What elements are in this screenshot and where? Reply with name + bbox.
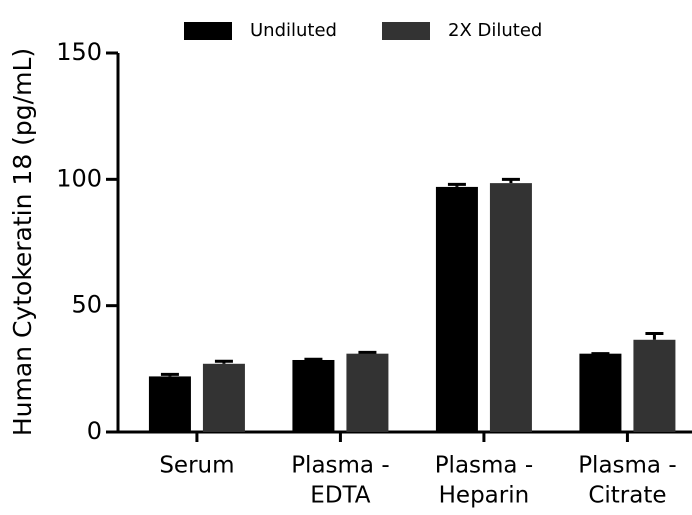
bar	[346, 353, 389, 432]
bar	[633, 339, 676, 432]
bar	[148, 376, 191, 432]
bar	[579, 353, 622, 432]
bar	[202, 363, 245, 432]
legend-swatch	[382, 22, 430, 40]
y-tick-label: 100	[56, 164, 102, 192]
error-bar	[358, 350, 377, 354]
x-tick-label: Serum	[159, 453, 234, 479]
legend-label: 2X Diluted	[448, 20, 542, 41]
x-tick-label: Plasma -	[435, 453, 533, 479]
x-tick-label: EDTA	[310, 483, 371, 509]
x-tick-label: Plasma -	[291, 453, 389, 479]
legend-swatch	[184, 22, 232, 40]
bar	[292, 359, 335, 432]
error-bar	[214, 359, 233, 364]
bar	[489, 183, 532, 432]
x-tick-label: Heparin	[439, 483, 530, 509]
error-bar	[447, 182, 466, 187]
y-tick-label: 0	[87, 417, 102, 445]
y-axis-label: Human Cytokeratin 18 (pg/mL)	[8, 48, 37, 436]
error-bar	[501, 177, 520, 184]
legend-label: Undiluted	[250, 20, 337, 41]
error-bar	[160, 372, 179, 377]
x-tick-label: Plasma -	[578, 453, 676, 479]
error-bar	[645, 331, 664, 340]
error-bar	[304, 357, 323, 361]
bar	[435, 186, 478, 432]
x-tick-label: Citrate	[588, 483, 666, 509]
y-tick-label: 50	[71, 291, 102, 319]
y-tick-label: 150	[56, 38, 102, 66]
